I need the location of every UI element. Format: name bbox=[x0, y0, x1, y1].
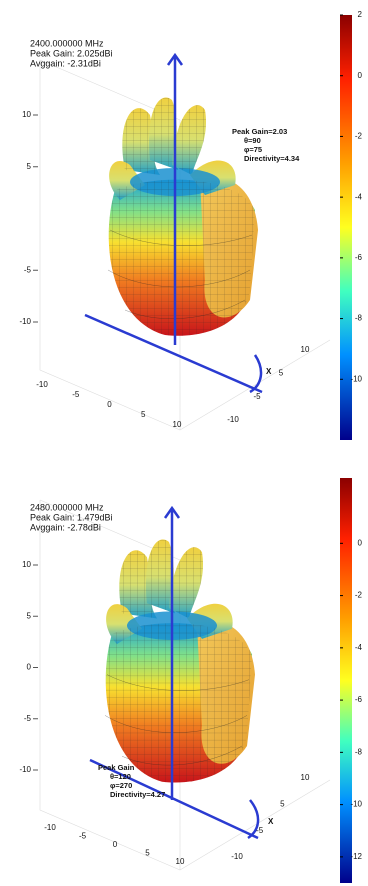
x-tick-label: -5 bbox=[256, 826, 264, 835]
colorbar-tick-label: -8 bbox=[355, 747, 363, 756]
colorbar-tick-label: 0 bbox=[358, 538, 363, 547]
z-tick-label: 5 bbox=[27, 611, 32, 620]
annotation: Directivity=4.34 bbox=[244, 154, 300, 163]
info-text: Avggain: -2.31dBi bbox=[30, 58, 101, 68]
colorbar-tick-label: -12 bbox=[350, 852, 362, 861]
colorbar-tick-label: 0 bbox=[358, 71, 363, 80]
y-tick-label: -5 bbox=[72, 390, 80, 399]
y-tick-label: 5 bbox=[145, 849, 150, 858]
info-text: 2480.000000 MHz bbox=[30, 502, 104, 512]
x-axis-label: X bbox=[268, 817, 274, 826]
y-tick-label: 0 bbox=[113, 840, 118, 849]
radiation-pattern bbox=[104, 539, 256, 783]
axis-lines bbox=[89, 505, 260, 840]
annotation: θ=120 bbox=[110, 772, 131, 781]
z-tick-label: -10 bbox=[19, 765, 31, 774]
colorbar bbox=[340, 478, 352, 883]
z-tick-label: 10 bbox=[22, 110, 31, 119]
z-tick-label: 5 bbox=[27, 162, 32, 171]
annotation: Directivity=4.27 bbox=[110, 790, 165, 799]
annotation: Peak Gain bbox=[98, 763, 135, 772]
colorbar-tick-label: -10 bbox=[350, 374, 362, 383]
colorbar-tick-label: -2 bbox=[355, 591, 363, 600]
x-tick-label: -10 bbox=[227, 415, 239, 424]
annotation: φ=270 bbox=[110, 781, 132, 790]
x-tick-label: 10 bbox=[301, 345, 310, 354]
y-tick-label: -10 bbox=[44, 823, 56, 832]
colorbar-tick-label: -8 bbox=[355, 314, 363, 323]
z-tick-label: -10 bbox=[19, 317, 31, 326]
x-axis-label: X bbox=[266, 367, 272, 376]
annotation: Peak Gain=2.03 bbox=[232, 127, 287, 136]
colorbar-tick-label: -4 bbox=[355, 192, 363, 201]
annotation: θ=90 bbox=[244, 136, 261, 145]
axis-lines bbox=[84, 52, 263, 394]
colorbar-tick-label: -6 bbox=[355, 695, 363, 704]
y-tick-label: 0 bbox=[107, 400, 112, 409]
x-tick-label: -5 bbox=[253, 392, 261, 401]
colorbar-tick-label: -2 bbox=[355, 132, 363, 141]
colorbar bbox=[340, 15, 352, 440]
x-tick-label: 5 bbox=[279, 368, 284, 377]
colorbar-tick-label: -4 bbox=[355, 643, 363, 652]
annotation: φ=75 bbox=[244, 145, 262, 154]
y-tick-label: -5 bbox=[79, 832, 87, 841]
info-text: Peak Gain: 2.025dBi bbox=[30, 48, 113, 58]
x-tick-label: 10 bbox=[301, 773, 310, 782]
z-tick-label: -5 bbox=[24, 714, 32, 723]
y-tick-label: 10 bbox=[176, 857, 185, 866]
info-text: Avggain: -2.78dBi bbox=[30, 522, 101, 532]
z-tick-label: -5 bbox=[24, 265, 32, 274]
x-tick-label: -10 bbox=[231, 852, 243, 861]
info-text: Peak Gain: 1.479dBi bbox=[30, 512, 113, 522]
info-text: 2400.000000 MHz bbox=[30, 38, 104, 48]
colorbar-tick-label: -10 bbox=[350, 800, 362, 809]
y-tick-label: 10 bbox=[173, 420, 182, 429]
z-tick-label: 0 bbox=[27, 663, 32, 672]
z-tick-label: 10 bbox=[22, 560, 31, 569]
colorbar-tick-label: -6 bbox=[355, 253, 363, 262]
colorbar-tick-label: 2 bbox=[358, 10, 363, 19]
x-tick-label: 5 bbox=[280, 799, 285, 808]
y-tick-label: -10 bbox=[36, 380, 48, 389]
y-tick-label: 5 bbox=[141, 410, 146, 419]
